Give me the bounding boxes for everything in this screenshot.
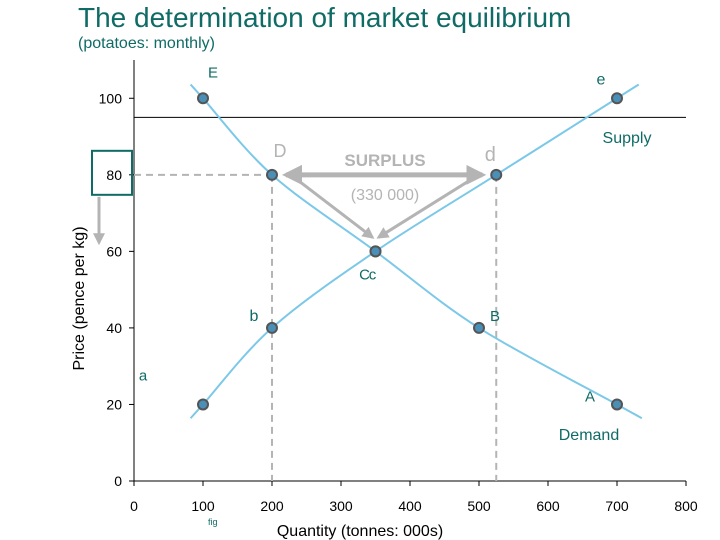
x-tick-label: 800 — [674, 498, 698, 514]
demand-point-marker — [473, 321, 485, 334]
demand-point-marker — [369, 245, 382, 258]
supply-point-marker — [611, 92, 623, 105]
supply-series-label: Supply — [603, 130, 652, 147]
y-tick-label: 20 — [106, 396, 122, 412]
x-tick-label: 300 — [329, 498, 353, 514]
y-axis-label: Price (pence per kg) — [71, 226, 88, 370]
chart-title: The determination of market equilibrium — [78, 2, 572, 33]
x-tick-label: 100 — [191, 498, 215, 514]
demand-point-marker — [266, 168, 278, 181]
supply-point-marker — [197, 398, 209, 411]
demand-point-label: B — [490, 308, 500, 325]
y-tick-label: 60 — [106, 243, 122, 259]
demand-point-label: E — [208, 64, 218, 81]
demand-curve — [189, 83, 643, 420]
demand-point-label: D — [274, 141, 287, 161]
x-tick-label: 200 — [260, 498, 284, 514]
fig-label: fig — [208, 517, 218, 527]
supply-point-label: a — [139, 367, 148, 384]
x-tick-label: 0 — [130, 498, 138, 514]
demand-point-label: A — [585, 388, 595, 405]
x-tick-label: 700 — [605, 498, 629, 514]
supply-point-label: c — [369, 266, 377, 283]
surplus-label: SURPLUS — [344, 151, 425, 170]
demand-series-label: Demand — [559, 427, 619, 444]
supply-point-label: d — [485, 144, 496, 166]
supply-curve — [189, 83, 640, 419]
chart-subtitle: (potatoes: monthly) — [78, 35, 215, 52]
supply-point-label: e — [597, 71, 606, 88]
x-tick-label: 500 — [467, 498, 491, 514]
x-axis-label: Quantity (tonnes: 000s) — [277, 523, 443, 540]
y-tick-label: 40 — [106, 320, 122, 336]
x-tick-label: 400 — [398, 498, 422, 514]
x-tick-label: 600 — [536, 498, 560, 514]
supply-point-marker — [266, 321, 278, 334]
y-tick-label: 80 — [106, 167, 122, 183]
demand-point-marker — [197, 92, 209, 105]
y-tick-label: 100 — [99, 90, 123, 106]
supply-point-marker — [490, 168, 503, 181]
demand-point-label: C — [359, 266, 370, 283]
demand-point-marker — [611, 398, 623, 411]
y-tick-label: 0 — [114, 473, 122, 489]
surplus-amount-label: (330 000) — [351, 187, 420, 204]
convergence-arrow-right — [376, 177, 474, 239]
price-box — [91, 149, 133, 196]
convergence-arrow-left — [295, 177, 375, 239]
supply-point-label: b — [250, 308, 259, 325]
